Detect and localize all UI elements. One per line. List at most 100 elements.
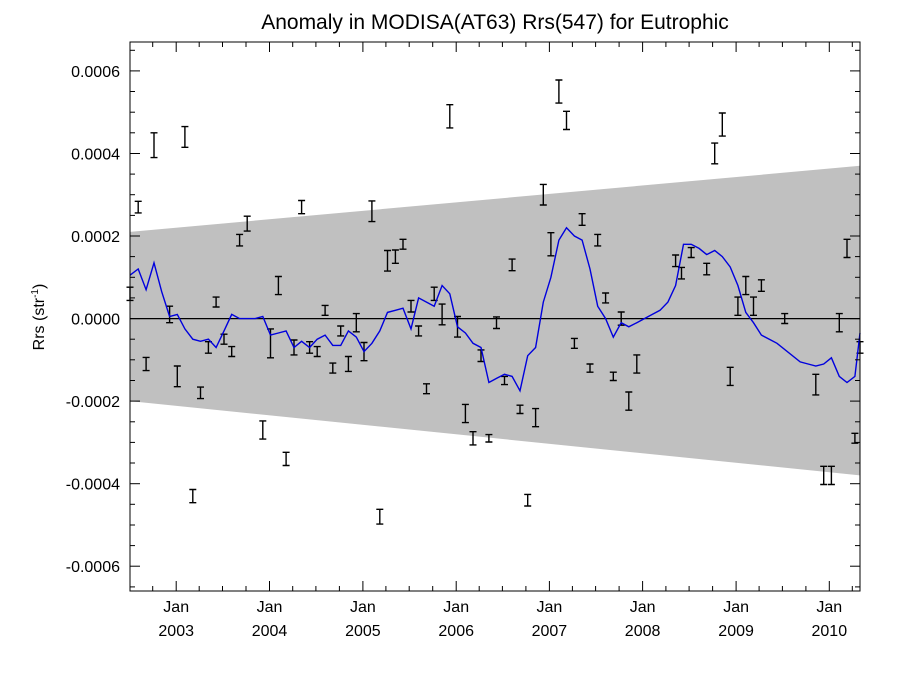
- error-bar: [212, 296, 220, 308]
- x-tick-label-year: 2007: [532, 623, 568, 640]
- chart-title: Anomaly in MODISA(AT63) Rrs(547) for Eut…: [261, 11, 729, 34]
- error-bar: [228, 345, 236, 358]
- error-bar: [609, 371, 617, 382]
- error-bar: [750, 296, 757, 316]
- error-bar: [827, 465, 835, 486]
- y-tick-label: 0.0002: [71, 229, 120, 246]
- x-tick-label-month: Jan: [723, 599, 749, 616]
- error-bar: [726, 366, 734, 387]
- x-tick-label-year: 2008: [625, 623, 661, 640]
- anomaly-line: [129, 226, 861, 393]
- x-tick-label-year: 2005: [345, 623, 381, 640]
- error-bar: [501, 375, 508, 386]
- error-bar: [134, 200, 142, 214]
- x-tick-label-year: 2010: [812, 623, 848, 640]
- x-tick-label-year: 2003: [158, 623, 194, 640]
- x-tick-label-month: Jan: [257, 599, 283, 616]
- error-bar: [344, 355, 352, 373]
- error-bar: [391, 249, 399, 264]
- y-axis-label-suffix: ): [31, 284, 48, 289]
- error-bar: [446, 104, 454, 129]
- y-tick-label: 0.0006: [71, 64, 120, 81]
- error-bar: [718, 112, 726, 137]
- x-tick-label-year: 2006: [438, 623, 474, 640]
- error-bar: [547, 232, 555, 257]
- error-bar: [563, 110, 570, 131]
- error-bar: [703, 262, 711, 276]
- error-bar: [625, 391, 633, 411]
- error-bar: [181, 125, 189, 148]
- error-bar: [570, 337, 578, 349]
- error-bar: [820, 465, 828, 486]
- error-bar: [274, 275, 282, 296]
- error-bar: [313, 345, 321, 358]
- y-axis-label-sup: -1: [30, 289, 41, 298]
- error-bar: [337, 325, 345, 337]
- error-bar: [407, 299, 415, 313]
- error-bar: [586, 363, 594, 373]
- error-bar: [415, 325, 423, 337]
- y-tick-label: 0.0004: [71, 147, 120, 164]
- error-bar: [282, 451, 290, 467]
- error-bar: [578, 213, 586, 226]
- y-axis-label: Rrs (str-1): [30, 284, 48, 351]
- error-bar: [493, 316, 500, 330]
- error-bar: [687, 246, 695, 259]
- error-bar: [243, 215, 251, 232]
- error-bar: [197, 386, 204, 400]
- error-bar: [672, 254, 680, 268]
- error-bar: [516, 404, 524, 415]
- error-bar: [469, 431, 477, 446]
- error-bar: [189, 488, 197, 504]
- error-bar: [438, 303, 446, 326]
- x-tick-label-month: Jan: [537, 599, 563, 616]
- y-axis-label-prefix: Rrs (str: [31, 297, 48, 350]
- x-tick-label-month: Jan: [630, 599, 656, 616]
- error-bar: [555, 79, 563, 104]
- error-bar: [384, 249, 391, 272]
- error-bar: [173, 365, 181, 388]
- error-bar: [843, 238, 851, 259]
- error-bar: [734, 296, 742, 316]
- plot-frame: [129, 41, 861, 592]
- x-tick-label-year: 2004: [252, 623, 288, 640]
- y-tick-label: -0.0006: [66, 559, 120, 576]
- error-bar: [150, 132, 158, 159]
- error-bar: [259, 420, 267, 440]
- error-bar: [594, 233, 602, 247]
- error-bar: [142, 356, 150, 372]
- x-tick-label-month: Jan: [443, 599, 469, 616]
- error-bar: [757, 279, 765, 292]
- x-tick-label-year: 2009: [718, 623, 754, 640]
- error-bar: [812, 373, 820, 396]
- error-bar: [329, 362, 337, 374]
- y-tick-label: -0.0002: [66, 394, 120, 411]
- x-tick-label-month: Jan: [350, 599, 376, 616]
- error-bar: [298, 199, 306, 215]
- error-bar: [461, 403, 469, 424]
- error-bar: [602, 292, 610, 304]
- error-bar: [236, 233, 244, 247]
- error-bar: [633, 354, 641, 374]
- error-bar: [524, 493, 532, 507]
- y-tick-label: 0.0000: [71, 312, 120, 329]
- error-bar: [368, 200, 376, 223]
- error-bar: [539, 183, 547, 206]
- y-tick-label: -0.0004: [66, 477, 120, 494]
- error-bar: [321, 304, 329, 316]
- error-bar: [352, 312, 360, 333]
- confidence-band: [130, 165, 860, 476]
- error-bar: [376, 508, 384, 525]
- error-bar: [485, 433, 493, 443]
- error-bar: [851, 432, 859, 444]
- error-bar: [711, 142, 719, 165]
- error-bar: [742, 275, 750, 296]
- error-bar: [508, 258, 516, 272]
- plot-area: 0.0006 0.0004 0.0002 0.0000 -0.0002 -0.0004 -0…: [66, 41, 864, 640]
- error-bar: [423, 383, 430, 395]
- x-tick-label-month: Jan: [816, 599, 842, 616]
- x-tick-label-month: Jan: [163, 599, 189, 616]
- error-bar: [835, 312, 843, 333]
- error-bar: [399, 238, 407, 250]
